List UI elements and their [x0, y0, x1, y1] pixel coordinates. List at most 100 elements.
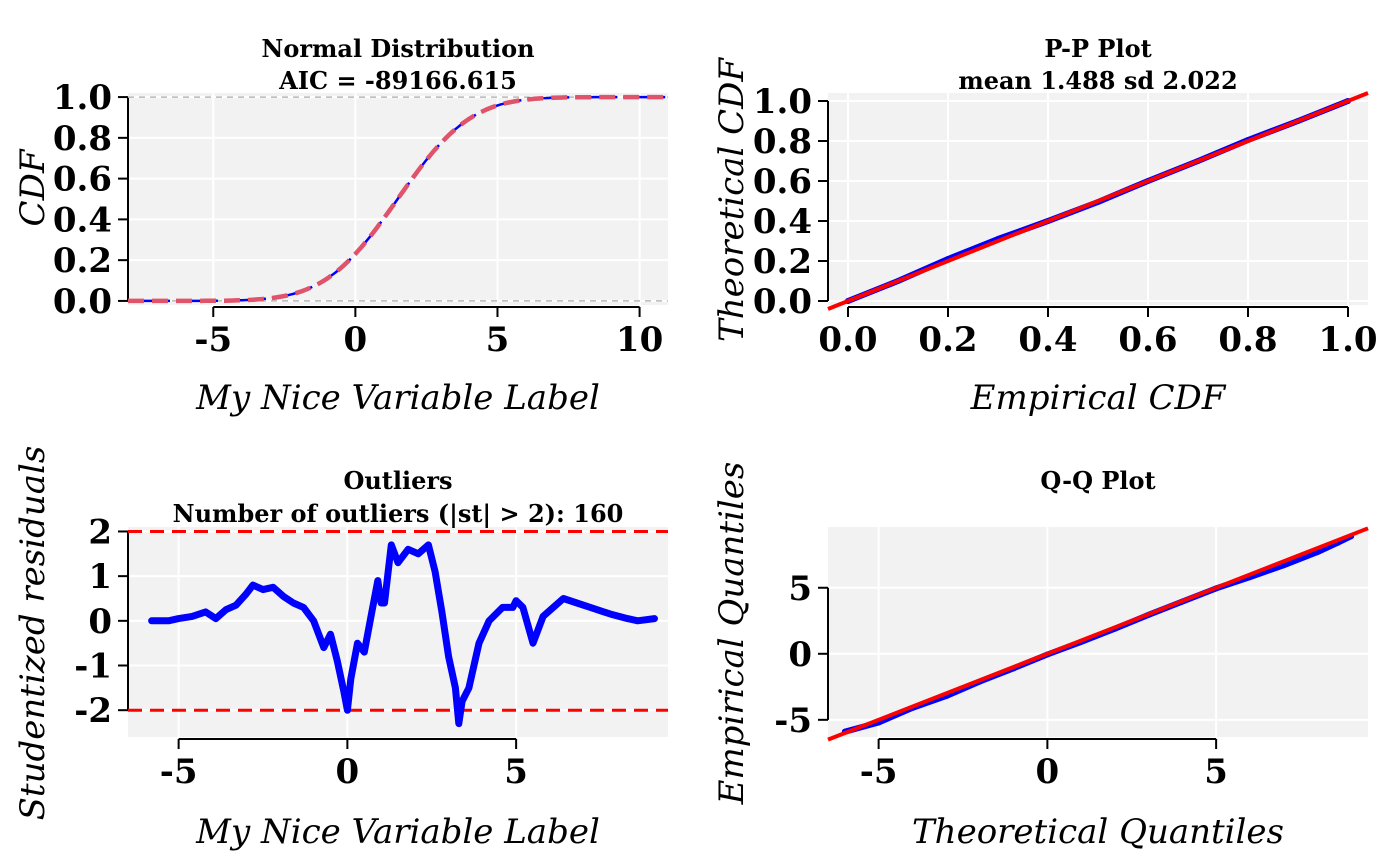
qq-y-axis-label: Empirical Quantiles — [712, 462, 752, 806]
outliers-data-point — [243, 591, 250, 598]
cdf-y-tick-label: 0.4 — [53, 200, 112, 240]
pp-y-tick-label: 0.6 — [753, 162, 812, 202]
cdf-x-tick-label: -5 — [194, 320, 232, 360]
outliers-data-point — [405, 546, 412, 553]
outliers-subtitle: Number of outliers (|st| > 2): 160 — [173, 499, 624, 528]
outliers-y-axis-label: Studentized residuals — [13, 446, 53, 821]
outliers-data-point — [560, 595, 567, 602]
pp-y-axis-label: Theoretical CDF — [712, 57, 752, 342]
outliers-data-point — [459, 698, 466, 705]
outliers-x-tick-label: 0 — [336, 752, 360, 792]
qq-y-tick-label: 5 — [788, 569, 812, 609]
outliers-data-point — [513, 597, 520, 604]
outliers-y-tick-label: 0 — [88, 602, 112, 642]
outliers-data-point — [175, 615, 182, 622]
pp-x-tick-label: 0.8 — [1218, 320, 1277, 360]
outliers-data-point — [260, 586, 266, 593]
outliers-data-point — [634, 617, 641, 624]
outliers-data-point — [212, 615, 219, 622]
pp-y-tick-label: 1.0 — [753, 82, 812, 122]
pp-x-tick-label: 0.4 — [1018, 320, 1077, 360]
qq-title: Q-Q Plot — [1040, 466, 1155, 495]
outliers-title: Outliers — [343, 466, 452, 495]
outliers-data-point — [327, 631, 334, 638]
qq-reference-line — [827, 526, 1369, 742]
outliers-data-point — [438, 608, 445, 615]
outliers-data-point — [600, 608, 607, 615]
pp-x-tick-label: 1.0 — [1318, 320, 1377, 360]
outliers-data-point — [486, 617, 493, 624]
qq-panel: Q-Q Plot Theoretical Quantiles Empirical… — [712, 462, 1369, 852]
cdf-y-tick-label: 0.0 — [53, 282, 112, 322]
outliers-data-point — [165, 617, 172, 624]
qq-x-tick-label: -5 — [860, 752, 898, 792]
pp-y-tick-label: 0.8 — [753, 122, 812, 162]
outliers-x-axis-label: My Nice Variable Label — [195, 812, 600, 852]
qq-x-axis-label: Theoretical Quantiles — [912, 812, 1284, 852]
outliers-data-point — [445, 653, 452, 660]
pp-y-tick-label: 0.4 — [753, 202, 812, 242]
outliers-x-tick-label: 5 — [504, 752, 528, 792]
cdf-y-tick-label: 0.2 — [53, 241, 112, 281]
cdf-title: Normal Distribution — [261, 34, 534, 63]
pp-y-tick-label: 0.0 — [753, 282, 812, 322]
outliers-data-point — [280, 593, 287, 600]
outliers-data-point — [465, 684, 472, 691]
cdf-y-tick-label: 1.0 — [53, 78, 112, 118]
outliers-panel: Outliers Number of outliers (|st| > 2): … — [13, 446, 668, 852]
outliers-data-point — [425, 541, 432, 548]
pp-title: P-P Plot — [1044, 34, 1151, 63]
outliers-point-trace — [148, 541, 658, 728]
outliers-data-point — [651, 615, 658, 622]
qq-y-tick-label: 0 — [788, 635, 812, 675]
outliers-y-tick-label: -1 — [74, 647, 112, 687]
outliers-data-point — [530, 640, 536, 647]
outliers-data-point — [388, 541, 395, 548]
outliers-data-point — [374, 577, 381, 584]
outliers-data-point — [624, 615, 631, 622]
outliers-data-point — [290, 599, 297, 606]
outliers-data-point — [158, 617, 165, 624]
outliers-data-point — [540, 613, 547, 620]
qq-y-tick-label: -5 — [774, 701, 812, 741]
outliers-data-point — [476, 640, 482, 647]
pp-x-tick-label: 0.6 — [1118, 320, 1177, 360]
pp-subtitle: mean 1.488 sd 2.022 — [958, 66, 1237, 95]
outliers-y-tick-label: 1 — [88, 557, 112, 597]
cdf-x-tick-label: 5 — [486, 320, 510, 360]
outliers-data-point — [432, 568, 439, 575]
outliers-data-point — [519, 604, 526, 611]
qq-x-tick-label: 5 — [1204, 752, 1228, 792]
pp-x-tick-label: 0.2 — [918, 320, 977, 360]
outliers-data-point — [452, 684, 459, 691]
outliers-data-point — [344, 707, 351, 714]
outliers-data-point — [249, 582, 256, 589]
outliers-data-point — [148, 617, 155, 624]
cdf-y-tick-label: 0.8 — [53, 119, 112, 159]
outliers-x-tick-label: -5 — [160, 752, 198, 792]
pp-reference-line — [827, 91, 1369, 311]
outliers-y-tick-label: -2 — [74, 691, 112, 731]
cdf-subtitle: AIC = -89166.615 — [278, 66, 517, 95]
outliers-data-point — [509, 604, 516, 611]
cdf-y-axis-label: CDF — [13, 148, 53, 226]
outliers-data-point — [320, 644, 327, 651]
outliers-data-point — [607, 611, 614, 618]
outliers-data-point — [455, 720, 462, 727]
outliers-data-point — [354, 640, 361, 647]
outliers-data-point — [499, 604, 506, 611]
pp-x-tick-label: 0.0 — [818, 320, 877, 360]
outliers-y-tick-label: 2 — [88, 512, 112, 552]
outliers-data-point — [310, 617, 317, 624]
outliers-data-point — [189, 613, 196, 620]
outliers-data-point — [334, 658, 341, 665]
cdf-y-tick-label: 0.6 — [53, 160, 112, 200]
qq-x-tick-label: 0 — [1036, 752, 1060, 792]
outliers-data-point — [550, 604, 557, 611]
outliers-data-point — [270, 584, 277, 591]
pp-x-axis-label: Empirical CDF — [970, 378, 1227, 418]
outliers-data-point — [202, 608, 209, 615]
outliers-data-point — [347, 675, 354, 682]
outliers-data-point — [395, 559, 401, 566]
outliers-data-point — [233, 602, 239, 609]
